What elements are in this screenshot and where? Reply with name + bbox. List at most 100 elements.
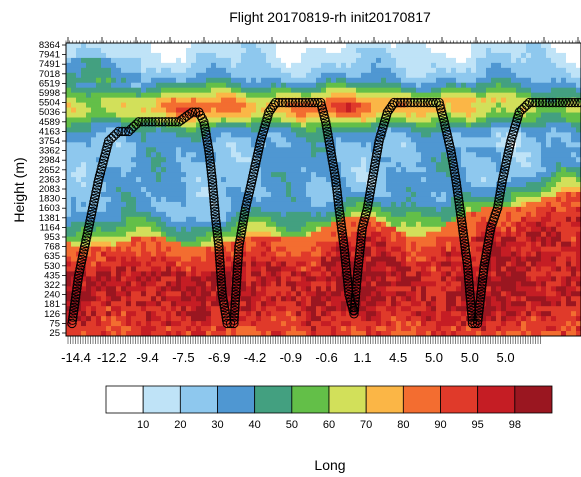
rh-cell: [436, 72, 442, 79]
rh-cell: [436, 132, 442, 138]
rh-cell: [306, 112, 312, 118]
rh-cell: [276, 191, 282, 198]
rh-cell: [151, 142, 157, 148]
rh-cell: [286, 67, 292, 74]
rh-cell: [461, 311, 467, 317]
rh-cell: [111, 271, 117, 277]
rh-cell: [426, 261, 432, 267]
rh-cell: [121, 62, 127, 69]
rh-cell: [321, 221, 327, 228]
rh-cell: [111, 107, 117, 113]
rh-cell: [436, 256, 442, 262]
rh-cell: [146, 306, 152, 312]
rh-cell: [136, 182, 142, 188]
rh-cell: [316, 211, 322, 218]
rh-cell: [161, 321, 167, 327]
rh-cell: [386, 221, 392, 228]
rh-cell: [461, 187, 467, 193]
rh-cell: [356, 67, 362, 74]
rh-cell: [441, 266, 447, 272]
rh-cell: [391, 246, 397, 252]
rh-cell: [196, 127, 202, 133]
rh-cell: [186, 291, 192, 297]
rh-cell: [191, 87, 197, 94]
rh-cell: [156, 142, 162, 148]
rh-cell: [341, 67, 347, 74]
rh-cell: [321, 251, 327, 257]
rh-cell: [71, 157, 77, 163]
rh-cell: [361, 291, 367, 297]
rh-cell: [111, 286, 117, 292]
rh-cell: [306, 206, 312, 213]
rh-cell: [186, 296, 192, 302]
rh-cell: [281, 206, 287, 213]
rh-cell: [261, 236, 267, 243]
rh-cell: [326, 87, 332, 94]
rh-cell: [371, 52, 377, 59]
rh-cell: [366, 301, 372, 307]
rh-cell: [331, 167, 337, 173]
rh-cell: [66, 191, 72, 198]
rh-cell: [421, 256, 427, 262]
rh-cell: [306, 92, 312, 99]
rh-cell: [251, 306, 257, 312]
rh-cell: [266, 187, 272, 193]
rh-cell: [436, 311, 442, 317]
rh-cell: [406, 157, 412, 163]
rh-cell: [201, 62, 207, 69]
rh-cell: [321, 296, 327, 302]
rh-cell: [441, 72, 447, 79]
rh-cell: [221, 216, 227, 223]
rh-cell: [446, 286, 452, 292]
rh-cell: [116, 241, 122, 248]
rh-cell: [471, 182, 477, 188]
rh-cell: [76, 172, 82, 178]
rh-cell: [106, 47, 112, 54]
rh-cell: [476, 196, 482, 203]
rh-cell: [256, 241, 262, 248]
rh-cell: [111, 281, 117, 287]
rh-cell: [446, 306, 452, 312]
rh-cell: [411, 306, 417, 312]
rh-cell: [416, 216, 422, 223]
rh-cell: [141, 276, 147, 282]
rh-cell: [361, 97, 367, 103]
rh-cell: [421, 142, 427, 148]
rh-cell: [281, 127, 287, 133]
rh-cell: [466, 167, 472, 173]
rh-cell: [206, 82, 212, 89]
rh-cell: [101, 201, 107, 208]
rh-cell: [216, 57, 222, 64]
rh-cell: [216, 132, 222, 138]
rh-cell: [111, 316, 117, 322]
rh-cell: [311, 306, 317, 312]
rh-cell: [331, 182, 337, 188]
rh-cell: [301, 152, 307, 158]
rh-cell: [451, 286, 457, 292]
rh-cell: [291, 306, 297, 312]
rh-cell: [311, 301, 317, 307]
rh-cell: [276, 286, 282, 292]
rh-cell: [306, 226, 312, 233]
rh-cell: [151, 162, 157, 168]
rh-cell: [81, 326, 87, 332]
rh-cell: [206, 43, 212, 49]
rh-cell: [251, 261, 257, 267]
rh-cell: [176, 72, 182, 79]
rh-cell: [386, 236, 392, 243]
rh-cell: [381, 142, 387, 148]
rh-cell: [376, 132, 382, 138]
rh-cell: [101, 236, 107, 243]
rh-cell: [91, 142, 97, 148]
rh-cell: [71, 231, 77, 238]
rh-cell: [351, 112, 357, 118]
rh-cell: [456, 216, 462, 223]
rh-cell: [386, 172, 392, 178]
rh-cell: [401, 92, 407, 99]
rh-cell: [461, 107, 467, 113]
rh-cell: [131, 246, 137, 252]
rh-cell: [416, 261, 422, 267]
rh-cell: [276, 236, 282, 243]
rh-cell: [101, 211, 107, 218]
rh-cell: [201, 261, 207, 267]
